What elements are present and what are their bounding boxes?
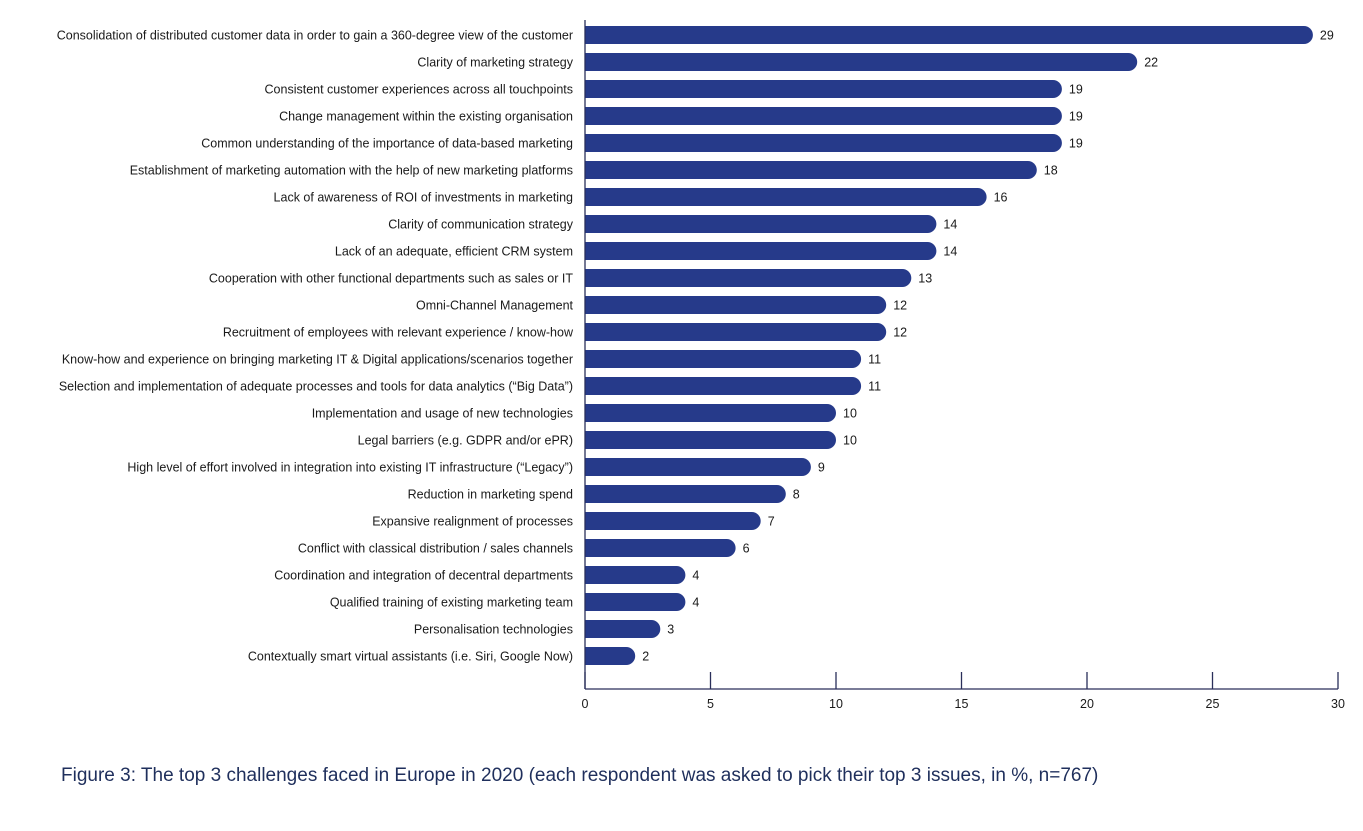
category-label: Lack of an adequate, efficient CRM syste… <box>335 245 573 259</box>
x-tick-label: 5 <box>707 697 714 711</box>
category-label: Consistent customer experiences across a… <box>265 83 573 97</box>
value-label: 9 <box>818 461 825 475</box>
x-tick-label: 0 <box>582 697 589 711</box>
value-label: 12 <box>893 299 907 313</box>
category-label: Implementation and usage of new technolo… <box>312 407 573 421</box>
value-label: 2 <box>642 650 649 664</box>
figure-caption: Figure 3: The top 3 challenges faced in … <box>61 765 1099 786</box>
category-label: Know-how and experience on bringing mark… <box>62 353 573 367</box>
bar <box>585 377 862 395</box>
category-label: Common understanding of the importance o… <box>201 137 573 151</box>
category-label: Clarity of marketing strategy <box>417 56 573 70</box>
bar-chart: Consolidation of distributed customer da… <box>57 20 1345 711</box>
category-label: High level of effort involved in integra… <box>127 461 573 475</box>
category-label: Omni-Channel Management <box>416 299 574 313</box>
category-label: Selection and implementation of adequate… <box>59 380 573 394</box>
value-label: 19 <box>1069 110 1083 124</box>
value-label: 19 <box>1069 137 1083 151</box>
bar <box>585 242 937 260</box>
bar <box>585 323 887 341</box>
value-label: 3 <box>667 623 674 637</box>
bar <box>585 458 811 476</box>
value-label: 4 <box>692 596 699 610</box>
value-label: 4 <box>692 569 699 583</box>
value-label: 16 <box>994 191 1008 205</box>
category-label: Conflict with classical distribution / s… <box>298 542 573 556</box>
category-label: Cooperation with other functional depart… <box>209 272 573 286</box>
value-label: 22 <box>1144 56 1158 70</box>
x-tick-label: 25 <box>1206 697 1220 711</box>
bar <box>585 296 887 314</box>
x-tick-label: 30 <box>1331 697 1345 711</box>
category-label: Legal barriers (e.g. GDPR and/or ePR) <box>358 434 573 448</box>
value-label: 6 <box>743 542 750 556</box>
value-label: 18 <box>1044 164 1058 178</box>
x-tick-label: 15 <box>955 697 969 711</box>
bar <box>585 539 736 557</box>
category-label: Personalisation technologies <box>414 623 573 637</box>
x-tick-label: 10 <box>829 697 843 711</box>
bar <box>585 80 1062 98</box>
category-label: Qualified training of existing marketing… <box>330 596 573 610</box>
bar <box>585 647 636 666</box>
bar <box>585 215 937 233</box>
bar <box>585 512 761 530</box>
bar <box>585 350 862 368</box>
category-label: Expansive realignment of processes <box>372 515 573 529</box>
value-label: 29 <box>1320 29 1334 43</box>
value-label: 13 <box>918 272 932 286</box>
category-label: Establishment of marketing automation wi… <box>130 164 573 178</box>
value-label: 7 <box>768 515 775 529</box>
bar <box>585 107 1062 125</box>
category-label: Change management within the existing or… <box>279 110 573 124</box>
bar <box>585 134 1062 152</box>
bar <box>585 593 686 611</box>
value-label: 10 <box>843 407 857 421</box>
value-label: 11 <box>868 380 881 394</box>
category-label: Coordination and integration of decentra… <box>274 569 573 583</box>
bar <box>585 566 686 584</box>
value-label: 14 <box>943 218 957 232</box>
bar <box>585 161 1037 179</box>
bar <box>585 188 987 206</box>
category-label: Reduction in marketing spend <box>408 488 573 502</box>
category-label: Lack of awareness of ROI of investments … <box>274 191 573 205</box>
value-label: 19 <box>1069 83 1083 97</box>
bar <box>585 404 836 422</box>
bar <box>585 620 661 638</box>
x-tick-label: 20 <box>1080 697 1094 711</box>
value-label: 12 <box>893 326 907 340</box>
category-label: Clarity of communication strategy <box>388 218 574 232</box>
bar <box>585 53 1138 71</box>
category-label: Consolidation of distributed customer da… <box>57 29 573 43</box>
bar <box>585 269 912 287</box>
category-label: Contextually smart virtual assistants (i… <box>248 650 573 664</box>
category-label: Recruitment of employees with relevant e… <box>223 326 574 340</box>
value-label: 10 <box>843 434 857 448</box>
value-label: 14 <box>943 245 957 259</box>
value-label: 8 <box>793 488 800 502</box>
value-label: 11 <box>868 353 881 367</box>
bar <box>585 431 836 449</box>
bar <box>585 485 786 503</box>
bar <box>585 26 1313 44</box>
